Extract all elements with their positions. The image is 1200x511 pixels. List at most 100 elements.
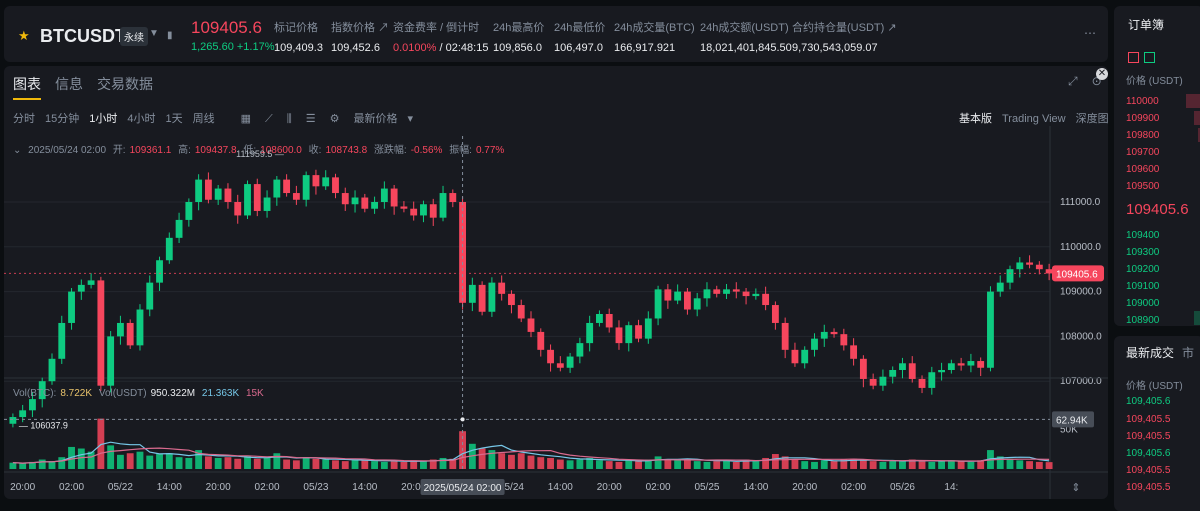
candle-body — [1035, 264, 1043, 270]
fullscreen-icon[interactable]: ⤢ — [1068, 74, 1078, 88]
symbol-name[interactable]: BTCUSDT — [40, 26, 126, 46]
candle-body — [361, 197, 369, 209]
gear-icon[interactable]: ⚙ — [329, 113, 340, 125]
volume-bar — [478, 448, 486, 469]
candle-body — [224, 188, 232, 202]
bid-price[interactable]: 109100 — [1126, 281, 1160, 292]
tab-chart[interactable]: 图表 — [13, 74, 41, 100]
stat-24h-high: 24h最高价 109,856.0 — [493, 19, 544, 54]
candle-body — [468, 284, 476, 303]
time-tick-label: 20:00 — [10, 482, 35, 493]
candle-body — [928, 372, 936, 388]
order-book-last-price: 109405.6 — [1126, 201, 1189, 218]
volume-bar — [185, 457, 193, 469]
drawing-tools-icon[interactable]: ⟋ — [265, 113, 273, 125]
trades-header: 价格 (USDT) — [1126, 381, 1183, 392]
stat-label[interactable]: 合约持仓量(USDT) ↗ — [792, 22, 897, 34]
tab-trading-data[interactable]: 交易数据 — [97, 76, 153, 92]
bar-chart-icon[interactable]: ▮ — [167, 30, 173, 41]
timeframe-tick[interactable]: 分时 — [13, 113, 35, 125]
candle-body — [48, 358, 56, 382]
crosshair-time-label: 2025/05/24 02:00 — [424, 483, 502, 494]
bid-price[interactable]: 109000 — [1126, 298, 1160, 309]
indicators-icon[interactable]: ☰ — [305, 113, 316, 125]
favorite-star-icon[interactable]: ★ — [18, 28, 30, 43]
chevron-down-icon[interactable]: ▾ — [407, 113, 414, 125]
view-tradingview[interactable]: Trading View — [1002, 113, 1066, 125]
volume-bar — [116, 454, 124, 469]
time-tick-label: 05/25 — [694, 482, 719, 493]
volume-bar — [967, 461, 975, 469]
bid-price[interactable]: 109200 — [1126, 264, 1160, 275]
bid-price[interactable]: 109300 — [1126, 247, 1160, 258]
stat-mark-price: 标记价格 109,409.3 — [274, 19, 323, 54]
stat-label[interactable]: 标记价格 — [274, 22, 318, 34]
stat-index-price: 指数价格 ↗ 109,452.6 — [331, 19, 389, 54]
book-bids-icon[interactable] — [1144, 52, 1155, 63]
volume-bar — [498, 453, 506, 469]
view-basic[interactable]: 基本版 — [959, 113, 992, 125]
candle-body — [1016, 262, 1024, 270]
stat-label[interactable]: 指数价格 ↗ — [331, 22, 390, 34]
ask-price[interactable]: 109800 — [1126, 130, 1160, 141]
candle-body — [322, 177, 330, 187]
volume-bar — [439, 457, 447, 469]
candle-body — [908, 363, 916, 379]
more-options-icon[interactable]: ⋯ — [1084, 26, 1097, 40]
volume-bar — [644, 459, 652, 469]
stat-value: 18,021,401,845.50 — [700, 42, 792, 54]
tab-recent-trades[interactable]: 最新成交 — [1126, 346, 1175, 360]
time-tick-label: 14:00 — [548, 482, 573, 493]
collapse-icon[interactable]: ⌄ — [13, 145, 22, 156]
reset-scale-icon[interactable]: ⇕ — [1071, 481, 1080, 494]
candle-body — [292, 193, 300, 200]
candle-body — [156, 260, 163, 283]
calendar-icon[interactable]: ▦ — [240, 113, 252, 125]
ask-price[interactable]: 109500 — [1126, 181, 1160, 192]
trades-tabs: 最新成交市 — [1126, 344, 1194, 361]
tab-info[interactable]: 信息 — [55, 76, 83, 92]
volume-bar — [547, 457, 554, 469]
ask-price[interactable]: 110000 — [1126, 96, 1159, 107]
bid-price[interactable]: 108900 — [1126, 315, 1160, 326]
candle-body — [429, 204, 437, 218]
timeframe-4h[interactable]: 4小时 — [127, 113, 156, 125]
volume-bar — [517, 453, 525, 469]
bid-price[interactable]: 109400 — [1126, 230, 1160, 241]
timeframe-1h[interactable]: 1小时 — [89, 113, 118, 125]
candle-type-icon[interactable]: ⫼ — [286, 113, 292, 125]
candle-body — [703, 289, 711, 299]
view-depth[interactable]: 深度图 — [1075, 113, 1109, 125]
timeframe-15m[interactable]: 15分钟 — [45, 113, 80, 125]
candle-body — [771, 305, 779, 323]
candle-body — [478, 284, 486, 312]
stat-label: 24h最低价 — [554, 22, 606, 34]
candle-body — [58, 322, 66, 359]
volume-bar — [283, 459, 291, 469]
candle-body — [1026, 262, 1033, 265]
stat-label[interactable]: 资金费率 / 倒计时 — [393, 22, 480, 34]
candle-body — [918, 378, 926, 388]
timeframe-toolbar: 分时 15分钟 1小时 4小时 1天 周线 ▦ ⟋ ⫼ ☰ ⚙ 最新价格 ▾ — [13, 110, 423, 126]
stat-value: 109,856.0 — [493, 42, 542, 54]
book-both-icon[interactable] — [1128, 52, 1139, 63]
timeframe-1w[interactable]: 周线 — [192, 113, 215, 125]
tab-market[interactable]: 市 — [1182, 346, 1195, 360]
popout-icon[interactable]: ⊙ — [1091, 74, 1102, 88]
candle-body — [566, 356, 574, 368]
ask-price[interactable]: 109600 — [1126, 164, 1160, 175]
timeframe-1d[interactable]: 1天 — [165, 113, 183, 125]
ask-price[interactable]: 109900 — [1126, 113, 1160, 124]
volume-bar — [527, 455, 535, 469]
close-icon[interactable]: ✕ — [1096, 68, 1108, 80]
volume-bar — [380, 461, 388, 469]
volume-bar — [1026, 461, 1033, 469]
candlestick-chart[interactable]: 111000.0 110000.0 109000.0 108000.0 107000.0… — [4, 126, 1108, 499]
order-book-view-toggles — [1128, 52, 1160, 66]
ask-price[interactable]: 109700 — [1126, 147, 1160, 158]
volume-bar — [302, 457, 310, 469]
low-annotation: — 106037.9 — [19, 420, 68, 430]
chevron-down-icon[interactable]: ▼ — [149, 28, 159, 39]
price-type-select[interactable]: 最新价格 — [353, 113, 398, 125]
volume-bar — [918, 461, 926, 469]
